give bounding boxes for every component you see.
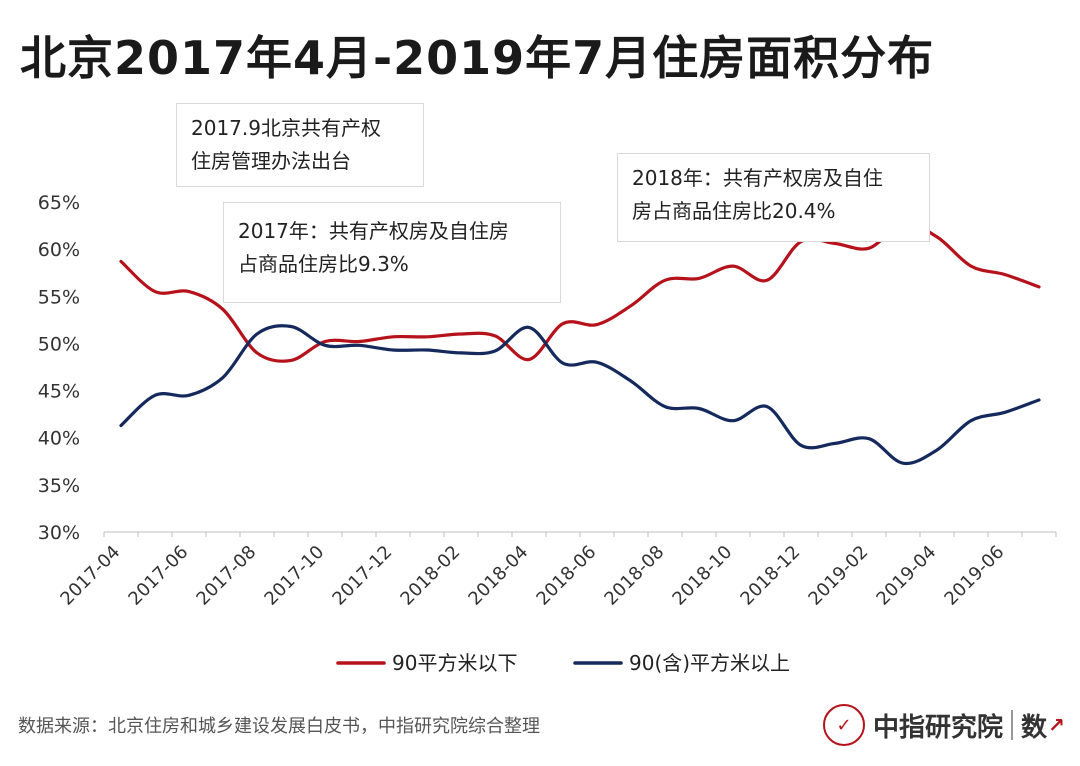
line-chart: 30%35%40%45%50%55%60%65%2017-04 2017-06 20… <box>38 192 1057 675</box>
publisher-logo: ✓ 中指研究院 数 ↗ <box>823 703 1065 747</box>
x-tick-label: 2019-04 <box>872 542 940 610</box>
logo-name: 中指研究院 <box>873 712 1004 743</box>
x-tick-label: 2017-08 <box>192 542 260 610</box>
y-tick-label: 35% <box>38 475 80 497</box>
x-tick-label: 2019-06 <box>940 542 1008 610</box>
trend-icon: ↗ <box>1048 713 1065 737</box>
y-tick-label: 50% <box>38 333 80 355</box>
logo-divider <box>1011 710 1014 740</box>
y-tick-label: 30% <box>38 522 80 544</box>
x-tick-label: 2017-06 <box>124 542 192 610</box>
y-tick-label: 60% <box>38 239 80 261</box>
x-tick-label: 2018-08 <box>600 542 668 610</box>
chart-title: 北京2017年4月-2019年7月住房面积分布 <box>20 31 935 85</box>
x-tick-label: 2018-12 <box>736 542 804 610</box>
y-tick-label: 65% <box>38 192 80 214</box>
annotation-policy-2017-9: 2017.9北京共有产权 住房管理办法出台 <box>176 103 424 187</box>
x-tick-label: 2018-02 <box>396 542 464 610</box>
x-tick-label: 2018-06 <box>532 542 600 610</box>
annotation-2018-ratio: 2018年：共有产权房及自住 房占商品住房比20.4% <box>617 153 930 242</box>
annotation-2017-ratio: 2017年：共有产权房及自住房 占商品住房比9.3% <box>223 202 561 303</box>
x-tick-label: 2017-12 <box>328 542 396 610</box>
legend-label: 90平方米以下 <box>392 651 517 675</box>
x-tick-label: 2019-02 <box>804 542 872 610</box>
y-tick-label: 55% <box>38 286 80 308</box>
y-tick-label: 45% <box>38 381 80 403</box>
seal-icon: ✓ <box>823 704 865 746</box>
x-tick-label: 2018-04 <box>464 542 532 610</box>
y-tick-label: 40% <box>38 428 80 450</box>
legend-label: 90(含)平方米以上 <box>629 651 790 675</box>
logo-mark: 数 <box>1021 712 1048 743</box>
x-tick-label: 2017-10 <box>260 542 328 610</box>
data-source: 数据来源：北京住房和城乡建设发展白皮书，中指研究院综合整理 <box>18 716 540 737</box>
series-line-over-90 <box>119 324 1041 466</box>
x-tick-label: 2017-04 <box>56 542 124 610</box>
x-tick-label: 2018-10 <box>668 542 736 610</box>
